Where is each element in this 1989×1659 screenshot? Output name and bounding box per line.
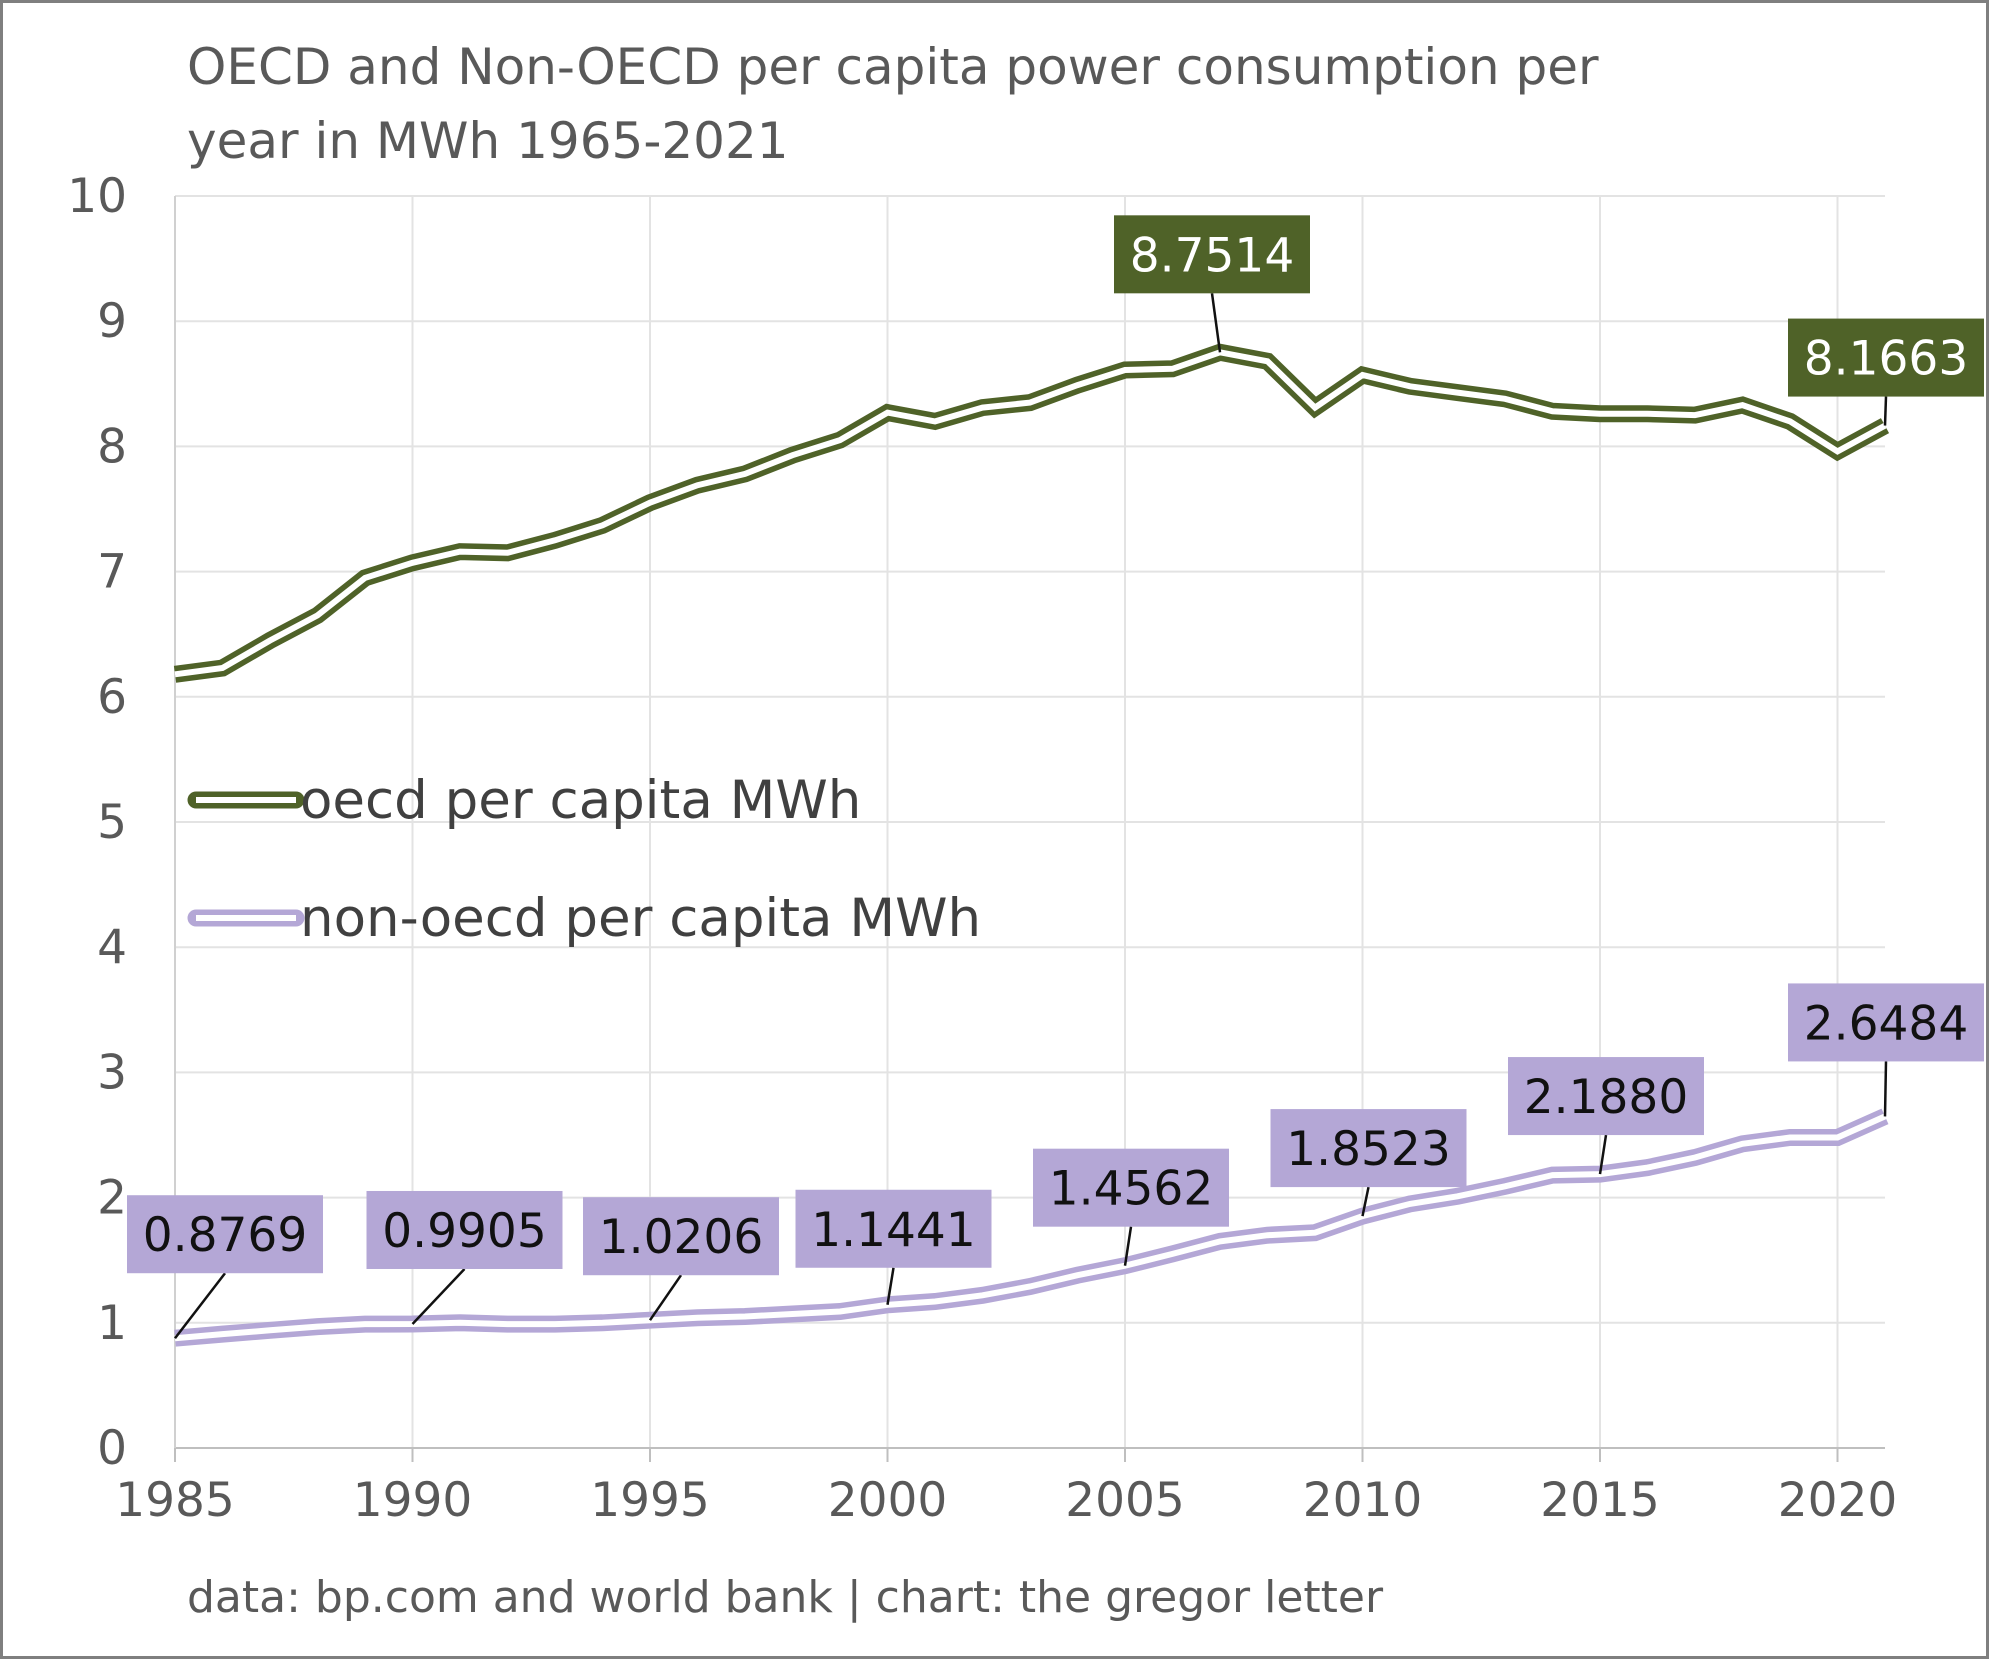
y-tick-label: 4 — [97, 920, 127, 975]
non-oecd-label-leader — [1123, 1226, 1133, 1266]
non-oecd-data-label: 1.1441 — [811, 1203, 975, 1258]
non-oecd-data-label: 1.4562 — [1049, 1162, 1213, 1217]
non-oecd-data-label: 0.8769 — [143, 1208, 307, 1263]
non-oecd-label-leader — [1598, 1134, 1608, 1175]
x-tick-label: 2000 — [828, 1473, 948, 1528]
legend: oecd per capita MWh non-oecd per capita M… — [187, 770, 981, 949]
oecd-legend-label: oecd per capita MWh — [300, 770, 861, 831]
y-tick-label: 0 — [97, 1421, 127, 1476]
oecd-label-box — [1114, 215, 1310, 294]
non-oecd-label-box — [795, 1189, 992, 1268]
non-oecd-label-leader — [1883, 1061, 1888, 1117]
non-oecd-label-box — [1508, 1057, 1704, 1136]
non-oecd-data-label: 1.0206 — [599, 1210, 763, 1265]
y-tick-label: 2 — [97, 1171, 127, 1226]
non-oecd-label-leader — [174, 1272, 226, 1339]
non-oecd-label-box — [1788, 983, 1984, 1062]
y-tick-label: 5 — [97, 795, 127, 850]
y-tick-label: 8 — [97, 419, 127, 474]
non-oecd-label-leader — [411, 1268, 466, 1325]
x-tick-label: 1995 — [590, 1473, 710, 1528]
oecd-series-line-inner — [174, 349, 1887, 678]
non-oecd-label-box — [366, 1190, 563, 1269]
oecd-label-leader — [1210, 293, 1222, 353]
non-oecd-data-label: 2.1880 — [1524, 1070, 1688, 1125]
oecd-data-label: 8.7514 — [1130, 228, 1294, 283]
chart-title: OECD and Non-OECD per capita power consu… — [187, 38, 1599, 170]
y-tick-label: 10 — [67, 169, 127, 224]
x-tick-label: 1990 — [353, 1473, 473, 1528]
series-lines — [173, 343, 1890, 1347]
non-oecd-label-leader — [1361, 1186, 1370, 1217]
y-tick-label: 6 — [97, 670, 127, 725]
data-labels: 8.7514 8.1663 0.8769 0.9905 1.0206 1.1441 1.45… — [127, 215, 1984, 1339]
non-oecd-data-label: 1.8523 — [1286, 1122, 1450, 1177]
axes: 0 1 2 3 4 5 6 7 8 9 10 1985 1990 1995 2000 2005 2010 2015… — [67, 169, 1897, 1528]
oecd-label-box — [1788, 318, 1984, 397]
non-oecd-label-box — [127, 1195, 323, 1274]
non-oecd-label-box — [583, 1197, 779, 1276]
y-tick-label: 3 — [97, 1045, 127, 1100]
gridlines — [175, 195, 1885, 1448]
x-tick-label: 2015 — [1540, 1473, 1660, 1528]
non-oecd-legend-label: non-oecd per capita MWh — [300, 888, 981, 949]
non-oecd-label-box — [1033, 1148, 1229, 1227]
non-oecd-data-label: 0.9905 — [382, 1204, 546, 1259]
oecd-data-label: 8.1663 — [1804, 332, 1968, 387]
non-oecd-series-line-inner — [174, 1113, 1887, 1342]
y-tick-label: 9 — [97, 294, 127, 349]
non-oecd-data-label: 2.6484 — [1804, 996, 1968, 1051]
non-oecd-label-leader — [648, 1274, 683, 1321]
x-tick-label: 2010 — [1303, 1473, 1423, 1528]
y-tick-label: 7 — [97, 545, 127, 600]
x-tick-label: 2020 — [1778, 1473, 1898, 1528]
non-oecd-label-box — [1270, 1109, 1467, 1188]
non-oecd-label-leader — [886, 1267, 895, 1305]
oecd-label-leader — [1883, 396, 1888, 426]
x-tick-label: 2005 — [1065, 1473, 1185, 1528]
x-tick-label: 1985 — [115, 1473, 235, 1528]
y-tick-label: 1 — [97, 1296, 127, 1351]
source-note: data: bp.com and world bank | chart: the… — [187, 1572, 1384, 1623]
